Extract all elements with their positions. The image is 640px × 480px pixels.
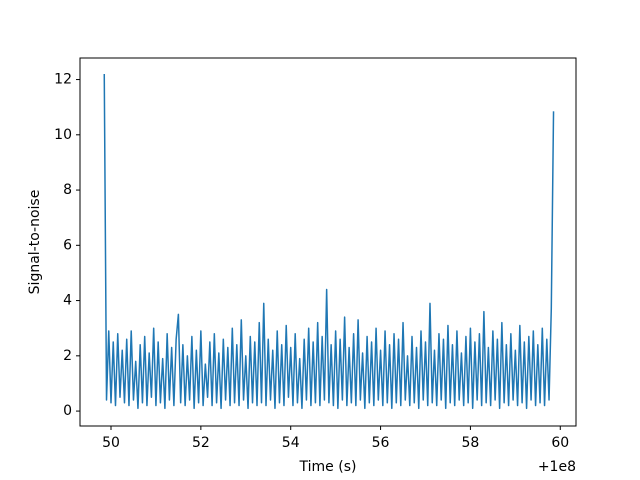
y-tick-label: 2 <box>63 348 72 364</box>
x-axis-label: Time (s) <box>299 459 357 475</box>
y-tick-label: 10 <box>54 127 72 143</box>
y-axis-label: Signal-to-noise <box>27 190 43 295</box>
plot-frame <box>79 57 577 427</box>
x-tick-label: 56 <box>372 435 390 451</box>
x-tick-label: 58 <box>462 435 480 451</box>
y-tick-label: 6 <box>63 237 72 253</box>
x-tick-label: 50 <box>102 435 120 451</box>
x-offset-label: +1e8 <box>538 459 576 475</box>
x-tick-label: 60 <box>551 435 569 451</box>
y-tick-label: 0 <box>63 403 72 419</box>
x-tick-label: 54 <box>282 435 300 451</box>
y-tick-label: 4 <box>63 293 72 309</box>
y-tick-label: 8 <box>63 182 72 198</box>
signal-line <box>103 74 555 410</box>
x-tick-label: 52 <box>192 435 210 451</box>
y-tick-label: 12 <box>54 72 72 88</box>
